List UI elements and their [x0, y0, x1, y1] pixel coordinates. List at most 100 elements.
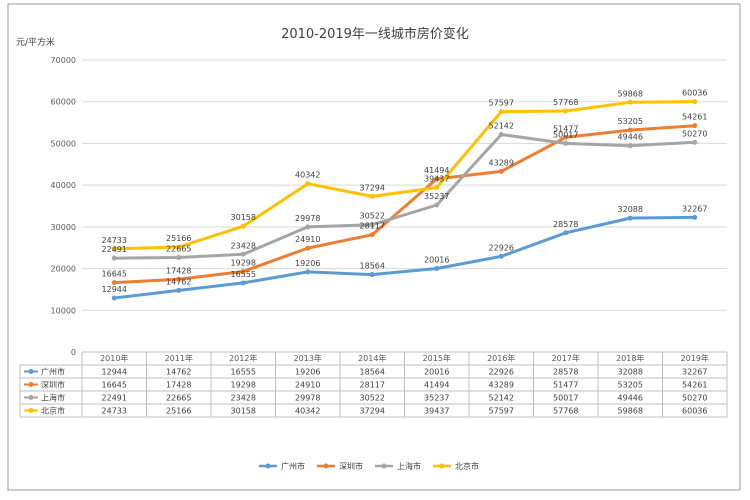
table-cell: 54261 [682, 381, 707, 390]
data-labels: 12944 14762 16555 19206 18564 20016 22926 28578… [102, 89, 708, 294]
data-label: 32088 [618, 205, 643, 214]
data-label: 60036 [682, 89, 707, 98]
x-tick-label: 2016年 [487, 353, 515, 363]
x-tick-label: 2011年 [165, 353, 193, 363]
table-cell: 37294 [360, 407, 385, 416]
data-label: 24733 [102, 236, 127, 245]
data-point [434, 202, 440, 208]
y-tick-label: 0 [71, 348, 76, 357]
legend-label: 深圳市 [339, 461, 363, 471]
data-label: 24910 [295, 235, 320, 244]
x-tick-label: 2019年 [681, 353, 709, 363]
data-point [369, 193, 375, 199]
legend-marker [381, 463, 387, 469]
table-cell: 19206 [295, 368, 320, 377]
y-tick-label: 40000 [51, 181, 76, 190]
series-line [114, 100, 695, 251]
data-point [111, 295, 117, 301]
data-point [176, 254, 182, 260]
data-label: 19206 [295, 259, 320, 268]
table-cell: 19298 [231, 381, 256, 390]
data-label: 12944 [102, 285, 127, 294]
x-tick-label: 2012年 [229, 353, 257, 363]
table-series-name: 深圳市 [41, 380, 65, 390]
table-cell: 16645 [102, 381, 127, 390]
data-point [111, 255, 117, 261]
table-cell: 30522 [360, 394, 385, 403]
data-point [240, 268, 246, 274]
data-point [240, 223, 246, 229]
data-label: 52142 [489, 121, 514, 130]
table-cell: 50017 [553, 394, 578, 403]
table-cell: 59868 [618, 407, 643, 416]
table-cell: 18564 [360, 368, 385, 377]
data-label: 30522 [360, 212, 385, 221]
data-point [627, 215, 633, 221]
data-label: 18564 [360, 262, 385, 271]
table-cell: 28578 [553, 368, 578, 377]
legend-label: 上海市 [397, 461, 421, 471]
table-cell: 57597 [489, 407, 514, 416]
data-label: 50270 [682, 129, 707, 138]
data-label: 28578 [553, 220, 578, 229]
data-point [563, 230, 569, 236]
y-tick-label: 10000 [51, 306, 76, 315]
data-point [369, 232, 375, 238]
data-point [692, 214, 698, 220]
data-label: 29978 [295, 214, 320, 223]
table-cell: 16555 [231, 368, 256, 377]
x-tick-label: 2015年 [423, 353, 451, 363]
table-cell: 32088 [618, 368, 643, 377]
data-point [498, 253, 504, 259]
legend-label: 广州市 [281, 461, 305, 471]
table-cell: 20016 [424, 368, 449, 377]
data-label: 32267 [682, 204, 707, 213]
data-label: 16645 [102, 270, 127, 279]
table-cell: 14762 [166, 368, 191, 377]
table-cell: 28117 [360, 381, 385, 390]
legend-label: 北京市 [455, 461, 479, 471]
table-cell: 40342 [295, 407, 320, 416]
table-cell: 22926 [489, 368, 514, 377]
legend: 广州市 深圳市 上海市 北京市 [259, 461, 479, 471]
data-label: 16555 [231, 270, 256, 279]
table-series-name: 广州市 [41, 367, 65, 377]
table-cell: 29978 [295, 394, 320, 403]
table-series-key-marker [28, 382, 34, 387]
data-label: 53205 [618, 117, 643, 126]
data-label: 40342 [295, 171, 320, 180]
series-line [114, 133, 695, 260]
data-point [498, 131, 504, 137]
data-point [240, 251, 246, 257]
data-point [434, 266, 440, 272]
series-line [114, 124, 695, 285]
series-line [114, 215, 695, 300]
y-tick-label: 20000 [51, 265, 76, 274]
data-point [563, 140, 569, 146]
table-cell: 25166 [166, 407, 191, 416]
table-cell: 49446 [618, 394, 643, 403]
table-cell: 24733 [102, 407, 127, 416]
series-points [111, 99, 698, 301]
table-cell: 35237 [424, 394, 449, 403]
data-label: 49446 [618, 133, 643, 142]
table-cell: 24910 [295, 381, 320, 390]
data-point [692, 139, 698, 145]
x-tick-label: 2018年 [616, 353, 644, 363]
table-cell: 12944 [102, 368, 127, 377]
data-label: 20016 [424, 256, 449, 265]
data-point [176, 244, 182, 250]
x-tick-label: 2013年 [294, 353, 322, 363]
data-point [111, 246, 117, 252]
data-point [176, 276, 182, 282]
legend-marker [323, 463, 329, 469]
data-point [627, 143, 633, 149]
data-point [305, 269, 311, 275]
y-tick-label: 30000 [51, 223, 76, 232]
table-cell: 17428 [166, 381, 191, 390]
data-point [627, 99, 633, 105]
data-label: 22491 [102, 245, 127, 254]
table-cell: 43289 [489, 381, 514, 390]
data-label: 23428 [231, 241, 256, 250]
